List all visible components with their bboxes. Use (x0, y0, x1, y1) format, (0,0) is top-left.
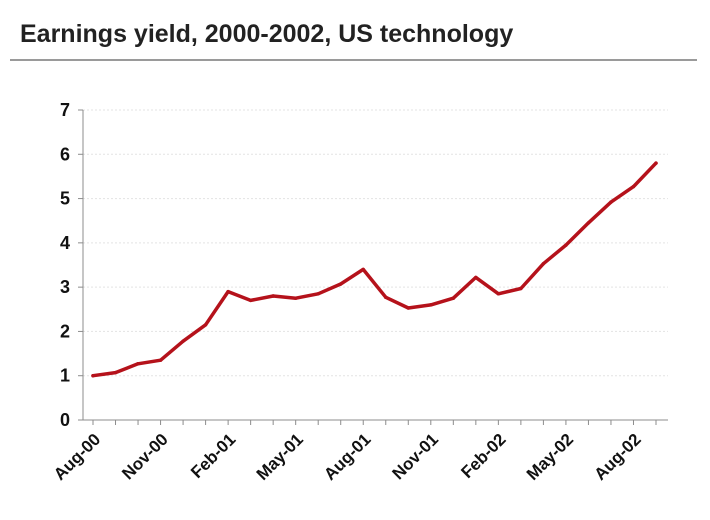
x-tick-label: Aug-01 (320, 430, 374, 484)
data-point (609, 200, 613, 204)
data-point (316, 292, 320, 296)
x-tick-label: Aug-00 (50, 430, 104, 484)
y-tick-label: 2 (60, 321, 70, 341)
x-tick-label: Feb-01 (187, 430, 239, 482)
data-point (158, 358, 163, 362)
data-point (248, 298, 253, 303)
data-point (293, 296, 298, 300)
data-point (429, 303, 433, 307)
tick-labels: 0 1 2 3 4 5 6 7 Aug-00 Nov-00 Feb-01 May-01 Aug-01 No… (50, 100, 645, 484)
y-tick-label: 6 (60, 144, 70, 164)
x-tick-label: Nov-00 (118, 430, 172, 484)
y-tick-label: 1 (60, 366, 70, 386)
x-tick-label: Nov-01 (389, 430, 443, 484)
axes (78, 109, 668, 425)
data-point (631, 184, 636, 189)
data-point (271, 294, 275, 298)
data-point (113, 370, 118, 375)
series-layer (91, 161, 658, 378)
x-tick-label: May-01 (253, 430, 307, 484)
x-tick-label: May-02 (523, 430, 577, 484)
y-tick-label: 4 (60, 233, 70, 253)
data-point (136, 362, 140, 366)
y-tick-label: 7 (60, 100, 70, 120)
data-point (361, 267, 365, 272)
data-point (384, 295, 388, 300)
data-point (586, 221, 591, 225)
data-point (181, 339, 185, 343)
data-point (496, 292, 501, 296)
data-point (519, 286, 523, 291)
series-line (91, 161, 658, 378)
title-divider (10, 59, 697, 61)
data-point (541, 261, 546, 266)
data-point (91, 374, 95, 378)
data-point (226, 289, 230, 294)
x-tick-label: Aug-02 (591, 430, 645, 484)
gridlines (83, 109, 668, 377)
data-point (474, 275, 478, 280)
data-point (406, 306, 410, 310)
data-point (564, 243, 568, 247)
chart-title: Earnings yield, 2000-2002, US technology (20, 20, 514, 48)
x-tick-label: Feb-02 (457, 430, 509, 482)
data-point (451, 296, 456, 300)
y-tick-label: 3 (60, 277, 70, 297)
y-tick-label: 0 (60, 410, 70, 430)
y-tick-label: 5 (60, 189, 70, 209)
data-point (654, 161, 658, 165)
data-point (203, 323, 208, 327)
data-point (339, 282, 343, 286)
